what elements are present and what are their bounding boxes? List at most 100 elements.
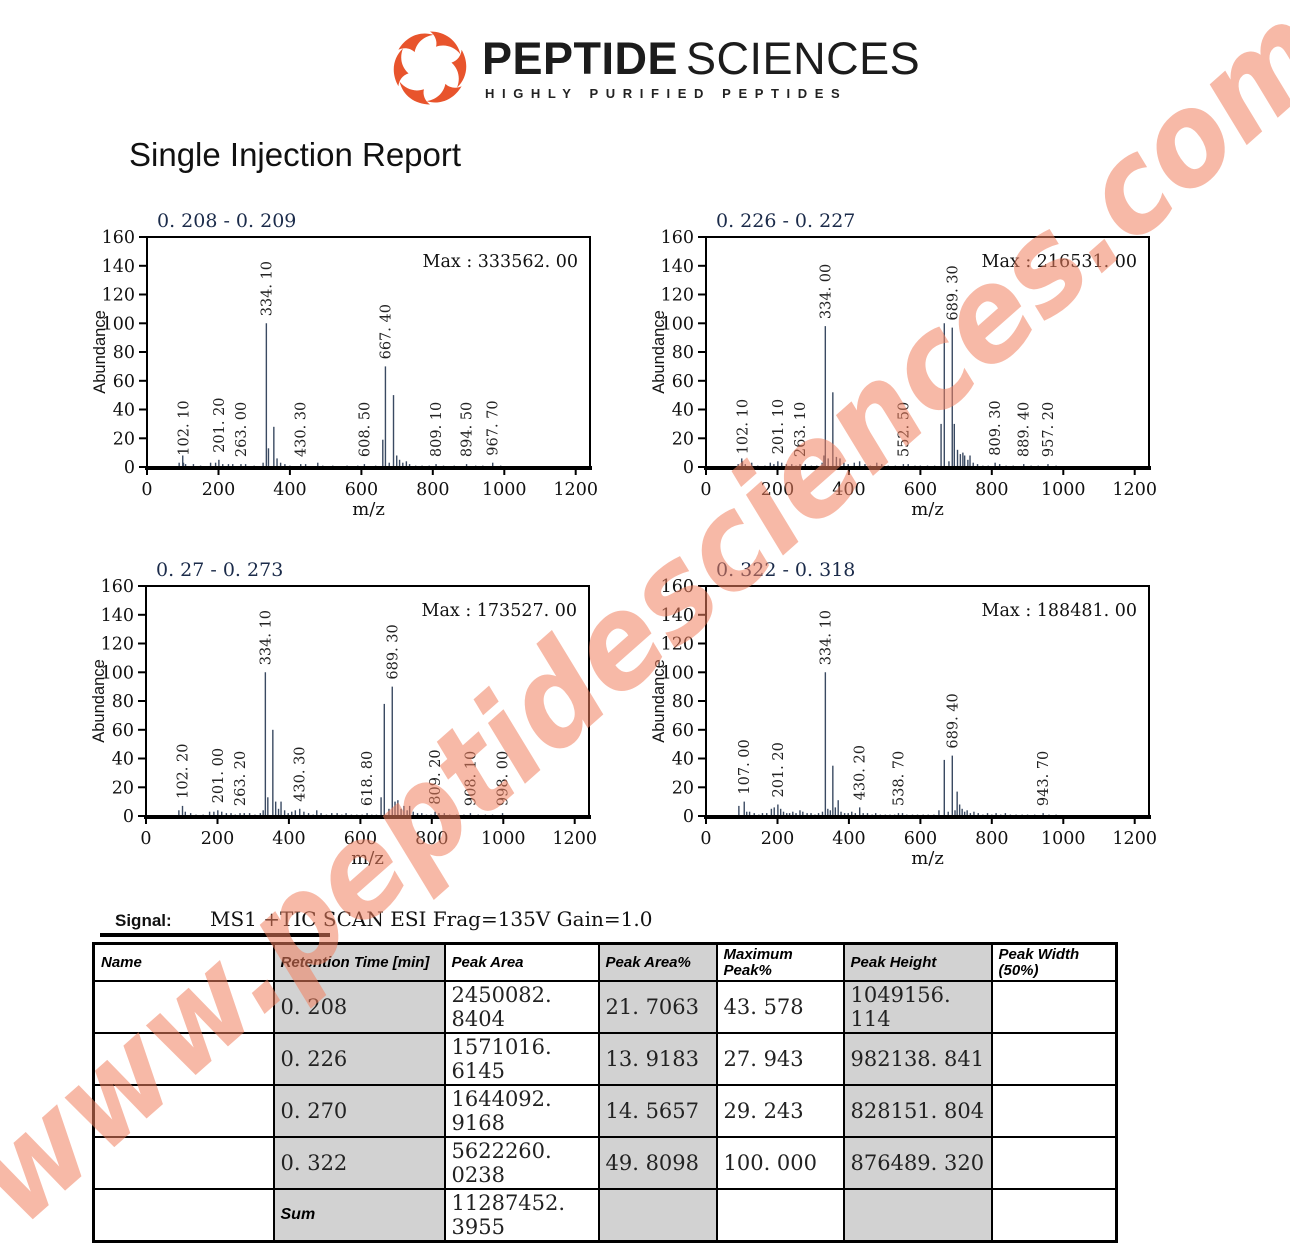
table-cell: 1049156. 114 (842, 980, 993, 1034)
table-cell: 100. 000 (715, 1136, 845, 1190)
y-axis-label: Abundance (90, 659, 108, 743)
x-tick-label: 1200 (1112, 829, 1157, 849)
x-tick-label: 1000 (1041, 480, 1086, 500)
peak-label: 889. 40 (1017, 402, 1033, 457)
peak-label: 809. 10 (429, 402, 445, 457)
y-tick-label: 100 (661, 314, 694, 334)
x-tick-label: 400 (832, 480, 865, 500)
column-header: Peak Area (443, 942, 600, 982)
x-tick-label: 600 (904, 829, 937, 849)
y-tick-label: 80 (112, 692, 134, 712)
peak-label: 608. 50 (357, 402, 373, 457)
peak-label: 263. 20 (233, 751, 249, 806)
brand-tagline: HIGHLY PURIFIED PEPTIDES (485, 86, 848, 101)
y-tick-label: 120 (661, 286, 694, 306)
table-row: 0. 208 2450082. 8404 21. 7063 43. 578 104915… (92, 980, 1118, 1034)
chart-max-label: Max : 173527. 00 (422, 601, 577, 621)
peak-label: 689. 30 (385, 624, 401, 679)
x-tick-label: 1000 (1041, 829, 1086, 849)
peak-label: 201. 10 (771, 399, 787, 454)
x-tick-label: 400 (272, 829, 305, 849)
peak-label: 334. 10 (818, 610, 834, 665)
peak-label: 667. 40 (378, 304, 394, 359)
x-tick-label: 1000 (481, 829, 526, 849)
table-cell (92, 1136, 275, 1190)
x-tick-label: 400 (832, 829, 865, 849)
table-cell: 1644092. 9168 (443, 1084, 600, 1138)
x-tick-label: 200 (201, 829, 234, 849)
x-tick-label: 600 (345, 480, 378, 500)
table-cell: 0. 270 (272, 1084, 446, 1138)
peak-label: 908. 10 (463, 751, 479, 806)
x-tick-label: 400 (273, 480, 306, 500)
table-header-row: Name Retention Time [min] Peak Area Peak Ar… (92, 942, 1118, 982)
y-tick-label: 160 (101, 577, 134, 597)
peak-label: 201. 20 (212, 397, 228, 452)
mass-spectrum-chart-4: 0. 322 - 0. 318 Max : 188481. 00 0 20 40 60 80… (650, 559, 1157, 869)
results-table-wrap: Name Retention Time [min] Peak Area Peak Ar… (92, 942, 1118, 1243)
table-cell (842, 1188, 993, 1243)
table-cell (92, 1032, 275, 1086)
logo: PEPTIDE SCIENCES HIGHLY PURIFIED PEPTIDES (392, 30, 920, 106)
signal-label: Signal: (115, 911, 172, 930)
scan-artifact-line (100, 933, 330, 937)
table-row: 0. 270 1644092. 9168 14. 5657 29. 243 828151… (92, 1084, 1118, 1138)
table-cell: 876489. 320 (842, 1136, 993, 1190)
column-header: Name (92, 942, 275, 982)
peak-label: 552. 50 (896, 402, 912, 457)
chart-title: 0. 208 - 0. 209 (157, 210, 296, 232)
table-cell (990, 1032, 1118, 1086)
mass-spectrum-chart-1: 0. 208 - 0. 209 Max : 333562. 00 0 20 40 60 80… (91, 210, 598, 520)
peak-label: 263. 10 (793, 402, 809, 457)
column-header: Peak Height (842, 942, 993, 982)
brand-name-bold: PEPTIDE (482, 33, 679, 84)
table-cell: 43. 578 (715, 980, 845, 1034)
y-tick-label: 20 (672, 778, 694, 798)
table-cell (92, 1084, 275, 1138)
table-cell: Sum (272, 1188, 446, 1243)
y-tick-label: 40 (112, 750, 134, 770)
peak-label: 430. 30 (294, 402, 310, 457)
y-tick-label: 80 (672, 343, 694, 363)
table-cell: 5622260. 0238 (443, 1136, 600, 1190)
logo-swirl-icon (393, 31, 467, 105)
table-cell: 21. 7063 (597, 980, 718, 1034)
y-tick-label: 160 (661, 577, 694, 597)
peak-results-table: Name Retention Time [min] Peak Area Peak Ar… (92, 942, 1118, 1243)
chart-title: 0. 27 - 0. 273 (156, 559, 283, 581)
column-header: Retention Time [min] (272, 942, 446, 982)
y-tick-label: 140 (102, 257, 135, 277)
y-tick-label: 40 (113, 401, 135, 421)
peak-label: 201. 00 (211, 748, 227, 803)
column-header: Peak Width (50%) (990, 942, 1118, 982)
table-cell: 0. 208 (272, 980, 446, 1034)
peak-label: 809. 30 (988, 400, 1004, 455)
table-cell: 982138. 841 (842, 1032, 993, 1086)
y-tick-label: 20 (112, 778, 134, 798)
table-cell (715, 1188, 845, 1243)
y-tick-label: 20 (113, 429, 135, 449)
y-tick-label: 140 (101, 606, 134, 626)
chart-max-label: Max : 188481. 00 (982, 601, 1137, 621)
table-row: Sum 11287452. 3955 (92, 1188, 1118, 1243)
mass-spectrum-chart-3: 0. 27 - 0. 273 Max : 173527. 00 0 20 40 60 80 1… (90, 559, 597, 869)
x-tick-label: 800 (975, 829, 1008, 849)
table-cell: 828151. 804 (842, 1084, 993, 1138)
peak-label: 957. 20 (1041, 402, 1057, 457)
peak-label: 538. 70 (892, 751, 908, 806)
x-tick-label: 0 (700, 480, 711, 500)
y-tick-label: 120 (661, 635, 694, 655)
x-tick-label: 0 (140, 829, 151, 849)
table-cell (990, 1136, 1118, 1190)
x-tick-label: 800 (416, 480, 449, 500)
y-tick-label: 40 (672, 401, 694, 421)
y-tick-label: 60 (672, 372, 694, 392)
logo-text: PEPTIDE SCIENCES HIGHLY PURIFIED PEPTIDES (482, 30, 920, 101)
x-tick-label: 1200 (553, 480, 598, 500)
y-tick-label: 100 (102, 314, 135, 334)
y-tick-label: 120 (102, 286, 135, 306)
y-tick-label: 0 (683, 458, 694, 478)
x-tick-label: 0 (700, 829, 711, 849)
brand-name: PEPTIDE SCIENCES (482, 36, 920, 81)
page-title: Single Injection Report (129, 136, 462, 173)
